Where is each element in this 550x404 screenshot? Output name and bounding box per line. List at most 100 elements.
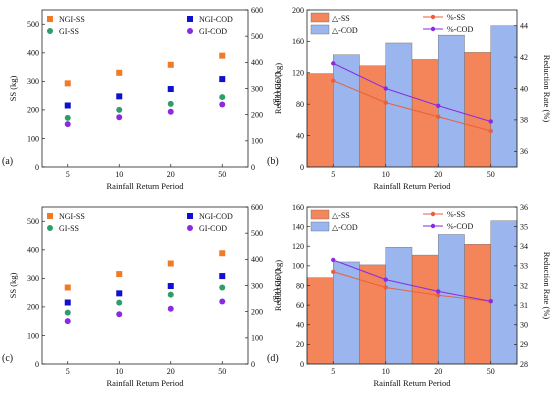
y-tick-label: 160: [292, 203, 304, 212]
point-ngi-cod-10: [116, 290, 123, 297]
point-ngi-ss-5: [64, 284, 71, 291]
point-ngi-cod-5: [64, 102, 71, 109]
point-gi-ss-10: [116, 106, 123, 113]
y2-tick-label: 0: [251, 163, 255, 172]
y2-tick-label: 200: [251, 307, 263, 316]
y-tick-label: 200: [292, 6, 304, 15]
point-ngi-ss-50: [219, 52, 226, 59]
x-tick-label: 20: [167, 170, 175, 179]
y2-tick-label: 400: [251, 255, 263, 264]
y-tick-label: 40: [296, 321, 304, 330]
y-tick-label: 120: [292, 69, 304, 78]
x-tick-label: 5: [331, 170, 335, 179]
bar-cod-5: [333, 261, 360, 365]
point-gi-cod-20: [167, 305, 174, 312]
y-tick-label: 0: [300, 360, 304, 369]
y-tick-label: 80: [296, 281, 304, 290]
line-cod: [333, 62, 491, 122]
legend-line-marker-cod: [430, 26, 436, 32]
line-point-ss-20: [436, 293, 441, 298]
line-point-cod-50: [488, 299, 493, 304]
y-tick-label: 300: [27, 77, 39, 86]
legend-swatch-ss: [310, 209, 330, 220]
line-point-ss-5: [331, 78, 336, 83]
point-ngi-ss-50: [219, 250, 226, 257]
point-ngi-ss-10: [116, 271, 123, 278]
bar-cod-20: [438, 234, 465, 365]
bar-cod-20: [438, 34, 465, 168]
x-tick-label: 20: [434, 367, 442, 376]
y-axis-title: Reduction (kg): [273, 260, 283, 311]
x-tick-label: 5: [331, 367, 335, 376]
legend-line-marker-ss: [430, 211, 436, 217]
y2-axis-title: Reduction Rate (%): [542, 252, 550, 320]
point-gi-cod-50: [219, 298, 226, 305]
line-point-cod-20: [436, 103, 441, 108]
x-tick-label: 20: [167, 367, 175, 376]
panel-d: 0 20 40 60 80 100 120 140 160 28 29 30 31 32 33 34 35 36 5…: [267, 203, 550, 388]
y2-tick-label: 33: [520, 262, 528, 271]
line-point-cod-20: [436, 289, 441, 294]
y-tick-label: 0: [35, 360, 39, 369]
y-tick-label: 0: [35, 163, 39, 172]
x-tick-label: 20: [434, 170, 442, 179]
point-ngi-cod-20: [167, 283, 174, 290]
bar-ss-50: [464, 244, 491, 365]
y2-tick-label: 30: [520, 321, 528, 330]
y2-tick-label: 35: [520, 222, 528, 231]
panel-c: 0 100 200 300 400 500 0 100 200 300 400 500 600 5 10 20…: [2, 203, 283, 388]
y2-tick-label: 42: [520, 53, 528, 62]
y2-tick-label: 100: [251, 334, 263, 343]
y2-axis-title: COD (kg): [273, 71, 283, 105]
point-gi-cod-20: [167, 108, 174, 115]
y-tick-label: 500: [27, 20, 39, 29]
point-gi-cod-5: [64, 318, 71, 325]
legend-swatch-ss: [310, 12, 330, 23]
y2-tick-label: 44: [520, 22, 528, 31]
line-point-cod-5: [331, 257, 336, 263]
line-point-ss-50: [488, 128, 493, 134]
x-tick-label: 10: [115, 170, 123, 179]
point-gi-cod-5: [64, 121, 71, 128]
x-axis-title: Rainfall Return Period: [107, 181, 185, 191]
bar-cod-50: [490, 25, 518, 168]
legend-label-cod: △-COD: [332, 26, 358, 35]
point-ngi-cod-50: [219, 76, 226, 83]
y2-tick-label: 31: [520, 301, 528, 310]
y-axis-title: SS (kg): [8, 75, 18, 101]
x-tick-label: 10: [382, 367, 390, 376]
y2-tick-label: 0: [251, 360, 255, 369]
legend-marker-gi-cod: [187, 28, 193, 34]
legend-swatch-cod: [310, 221, 330, 232]
y-tick-label: 400: [27, 49, 39, 58]
y2-tick-label: 32: [520, 281, 528, 290]
legend-label-gi-cod: GI-COD: [199, 27, 227, 36]
point-gi-ss-5: [64, 114, 71, 121]
line-point-cod-10: [383, 277, 388, 282]
legend-marker-ngi-cod: [187, 16, 193, 22]
bar-ss-5: [306, 73, 334, 168]
legend-marker-gi-cod: [187, 225, 193, 231]
legend-label-gi-ss: GI-SS: [59, 27, 79, 36]
bar-ss-50: [464, 52, 491, 168]
y-tick-label: 100: [27, 331, 39, 340]
legend-label-ngi-cod: NGI-COD: [199, 212, 233, 221]
x-axis-title: Rainfall Return Period: [107, 378, 185, 388]
x-tick-label: 50: [218, 367, 226, 376]
point-ngi-cod-50: [219, 273, 226, 280]
point-gi-ss-20: [167, 291, 174, 298]
panel-a: 0 100 200 300 400 500 0 100 200 300 400 500 600 5 10 20…: [2, 6, 283, 191]
legend-label-ss: △-SS: [332, 211, 350, 220]
y-tick-label: 160: [292, 37, 304, 46]
x-tick-label: 10: [115, 367, 123, 376]
x-axis-title: Rainfall Return Period: [374, 181, 452, 191]
y2-tick-label: 36: [520, 147, 528, 156]
bar-ss-20: [411, 254, 439, 365]
y-axis-title: SS (kg): [8, 272, 18, 298]
point-gi-ss-50: [219, 284, 226, 291]
legend-line-label-ss: %-SS: [447, 13, 465, 22]
y-tick-label: 80: [296, 100, 304, 109]
legend-label-gi-ss: GI-SS: [59, 224, 79, 233]
line-ss: [333, 271, 491, 302]
